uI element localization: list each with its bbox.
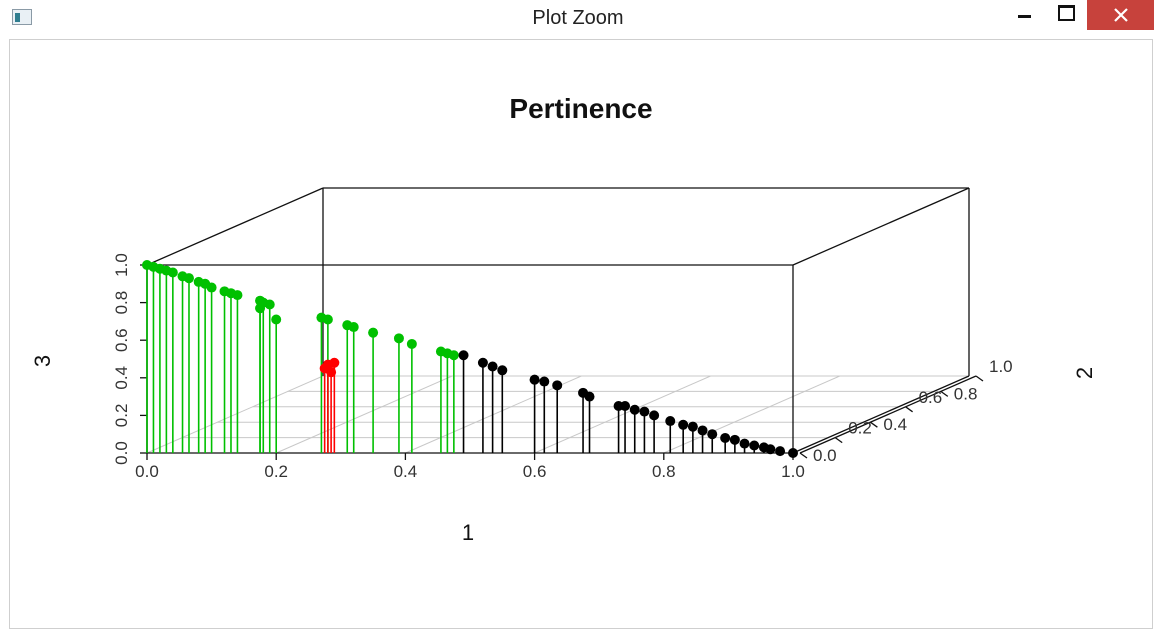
data-point (167, 267, 178, 278)
plot-window-icon (12, 9, 32, 25)
grid-line (534, 375, 711, 454)
z-tick-label: 0.0 (112, 441, 131, 465)
x-tick-label: 0.8 (652, 462, 676, 481)
data-point (271, 314, 282, 325)
data-point (329, 357, 340, 368)
data-point (739, 438, 750, 449)
y-tick (799, 452, 808, 459)
box-edge (792, 187, 970, 266)
data-point (477, 357, 488, 368)
data-point (448, 350, 459, 361)
data-point (539, 376, 550, 387)
window-title: Plot Zoom (532, 7, 624, 29)
x-tick-label: 0.2 (264, 462, 288, 481)
axes: 0.0 0.2 0.4 0.6 0.8 1.0 0.0 0.2 0.4 0.6 0.8 1.0 0.0 0… (112, 253, 1013, 481)
z-tick-label: 0.2 (112, 404, 131, 428)
x-tick-label: 0.0 (135, 462, 159, 481)
box-edge (146, 187, 324, 266)
y-axis-line (799, 375, 977, 454)
data-point (749, 440, 760, 451)
data-point (678, 419, 689, 430)
z-tick-label: 0.6 (112, 328, 131, 352)
data-point (255, 303, 266, 314)
data-point (264, 299, 275, 310)
data-point (183, 273, 194, 284)
grid-line (146, 375, 324, 454)
data-point (552, 380, 563, 391)
x-tick-label: 0.6 (523, 462, 547, 481)
data-point (729, 434, 740, 445)
x-axis-label: 1 (462, 520, 474, 545)
data-point (487, 361, 498, 372)
data-point (393, 333, 404, 344)
z-tick-label: 1.0 (112, 253, 131, 277)
grid-line (275, 375, 453, 454)
y-axis-label: 2 (1072, 367, 1097, 379)
x-tick-label: 0.4 (394, 462, 418, 481)
data-point (584, 391, 595, 402)
z-axis-label: 3 (30, 355, 55, 367)
maximize-button[interactable] (1047, 0, 1087, 30)
y-tick (905, 406, 913, 413)
y-tick (870, 421, 878, 428)
plot-area: Pertinence 0.0 0.2 0.4 0.6 0.8 1.0 0.0 0.2 0.4 0.… (9, 39, 1153, 629)
scatter3d-chart: Pertinence 0.0 0.2 0.4 0.6 0.8 1.00.00.20.40.… (30, 93, 1097, 545)
y-tick-label: 0.2 (848, 419, 872, 438)
box-edge (792, 375, 970, 454)
y-tick-label: 0.4 (883, 415, 907, 434)
data-point (406, 338, 417, 349)
data-point (529, 374, 540, 385)
chart-title: Pertinence (509, 93, 652, 124)
minimize-button[interactable] (1003, 0, 1047, 30)
data-point (458, 350, 469, 361)
data-point (322, 314, 333, 325)
z-tick-label: 0.4 (112, 366, 131, 390)
close-icon (1114, 8, 1128, 22)
data-point (497, 365, 508, 376)
data-point (368, 327, 379, 338)
data-point (788, 448, 798, 458)
data-point (620, 401, 631, 411)
data-point (639, 406, 650, 417)
data-point (720, 432, 731, 443)
y-tick-label: 0.0 (813, 446, 837, 465)
data-point (348, 322, 359, 333)
data-point (697, 425, 708, 436)
title-bar[interactable]: Plot Zoom (0, 0, 1156, 38)
data-point (629, 404, 640, 415)
data-point (206, 282, 217, 293)
data-point (707, 429, 718, 440)
close-button[interactable] (1087, 0, 1154, 30)
data-point (665, 416, 676, 427)
data-point (649, 410, 660, 421)
y-tick (940, 390, 949, 397)
x-tick-label: 1.0 (781, 462, 805, 481)
data-points (142, 260, 798, 458)
data-point (775, 446, 786, 457)
y-tick-label: 0.6 (919, 388, 943, 407)
y-tick (834, 437, 843, 444)
z-tick-label: 0.8 (112, 291, 131, 315)
data-point (687, 421, 698, 432)
y-tick-label: 1.0 (989, 357, 1013, 376)
data-point (765, 444, 776, 455)
data-point (232, 290, 243, 301)
y-tick (975, 375, 984, 382)
y-tick-label: 0.8 (954, 384, 978, 403)
